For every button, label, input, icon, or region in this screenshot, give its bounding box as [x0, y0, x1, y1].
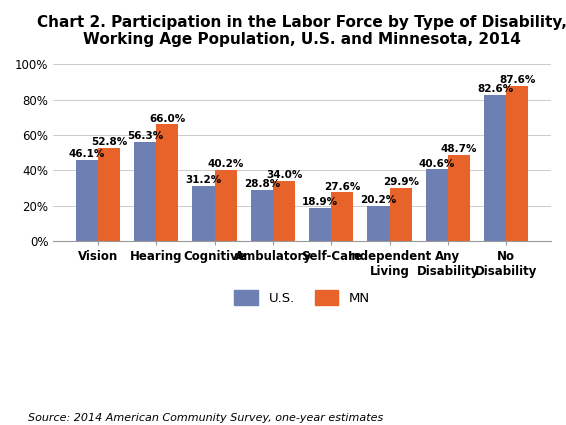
Text: 31.2%: 31.2% [186, 175, 222, 185]
Bar [134, 142, 156, 241]
Text: 46.1%: 46.1% [68, 149, 105, 159]
Text: 40.6%: 40.6% [419, 159, 455, 169]
Bar [506, 86, 529, 241]
Text: 66.0%: 66.0% [149, 113, 186, 124]
Title: Chart 2. Participation in the Labor Force by Type of Disability,
Working Age Pop: Chart 2. Participation in the Labor Forc… [37, 15, 566, 48]
Bar [251, 190, 273, 241]
Text: 48.7%: 48.7% [441, 144, 477, 154]
Text: 27.6%: 27.6% [324, 181, 361, 192]
Bar [448, 155, 470, 241]
Text: Source: 2014 American Community Survey, one-year estimates: Source: 2014 American Community Survey, … [28, 413, 384, 423]
Bar [426, 170, 448, 241]
Legend: U.S., MN: U.S., MN [234, 290, 370, 305]
Bar [215, 170, 237, 241]
Bar [98, 148, 120, 241]
Text: 82.6%: 82.6% [477, 84, 513, 94]
Text: 28.8%: 28.8% [244, 179, 280, 190]
Text: 52.8%: 52.8% [91, 137, 127, 147]
Text: 56.3%: 56.3% [127, 131, 164, 141]
Bar [192, 186, 215, 241]
Bar [389, 188, 411, 241]
Bar [309, 208, 331, 241]
Text: 18.9%: 18.9% [302, 197, 338, 207]
Text: 40.2%: 40.2% [208, 159, 244, 169]
Bar [331, 193, 353, 241]
Text: 20.2%: 20.2% [361, 195, 397, 204]
Text: 87.6%: 87.6% [499, 75, 535, 85]
Text: 29.9%: 29.9% [383, 178, 419, 187]
Bar [76, 160, 98, 241]
Bar [484, 95, 506, 241]
Bar [367, 206, 389, 241]
Text: 34.0%: 34.0% [266, 170, 302, 180]
Bar [156, 125, 178, 241]
Bar [273, 181, 295, 241]
